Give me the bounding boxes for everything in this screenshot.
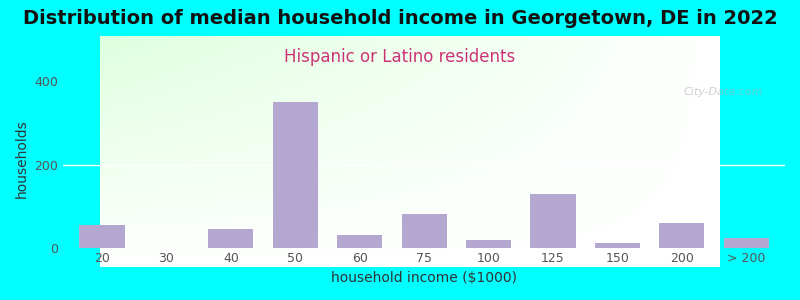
Bar	[402, 214, 446, 248]
Bar	[79, 225, 125, 247]
X-axis label: household income ($1000): household income ($1000)	[331, 271, 517, 285]
Text: City-Data.com: City-Data.com	[684, 87, 763, 97]
Bar	[595, 243, 640, 247]
Bar	[273, 102, 318, 248]
Bar	[659, 224, 705, 248]
Bar	[208, 229, 254, 248]
Bar	[466, 240, 511, 247]
Text: Distribution of median household income in Georgetown, DE in 2022: Distribution of median household income …	[22, 9, 778, 28]
Text: Hispanic or Latino residents: Hispanic or Latino residents	[284, 48, 516, 66]
Bar	[337, 235, 382, 248]
Bar	[530, 194, 575, 247]
Y-axis label: households: households	[15, 119, 29, 198]
Bar	[724, 238, 769, 247]
